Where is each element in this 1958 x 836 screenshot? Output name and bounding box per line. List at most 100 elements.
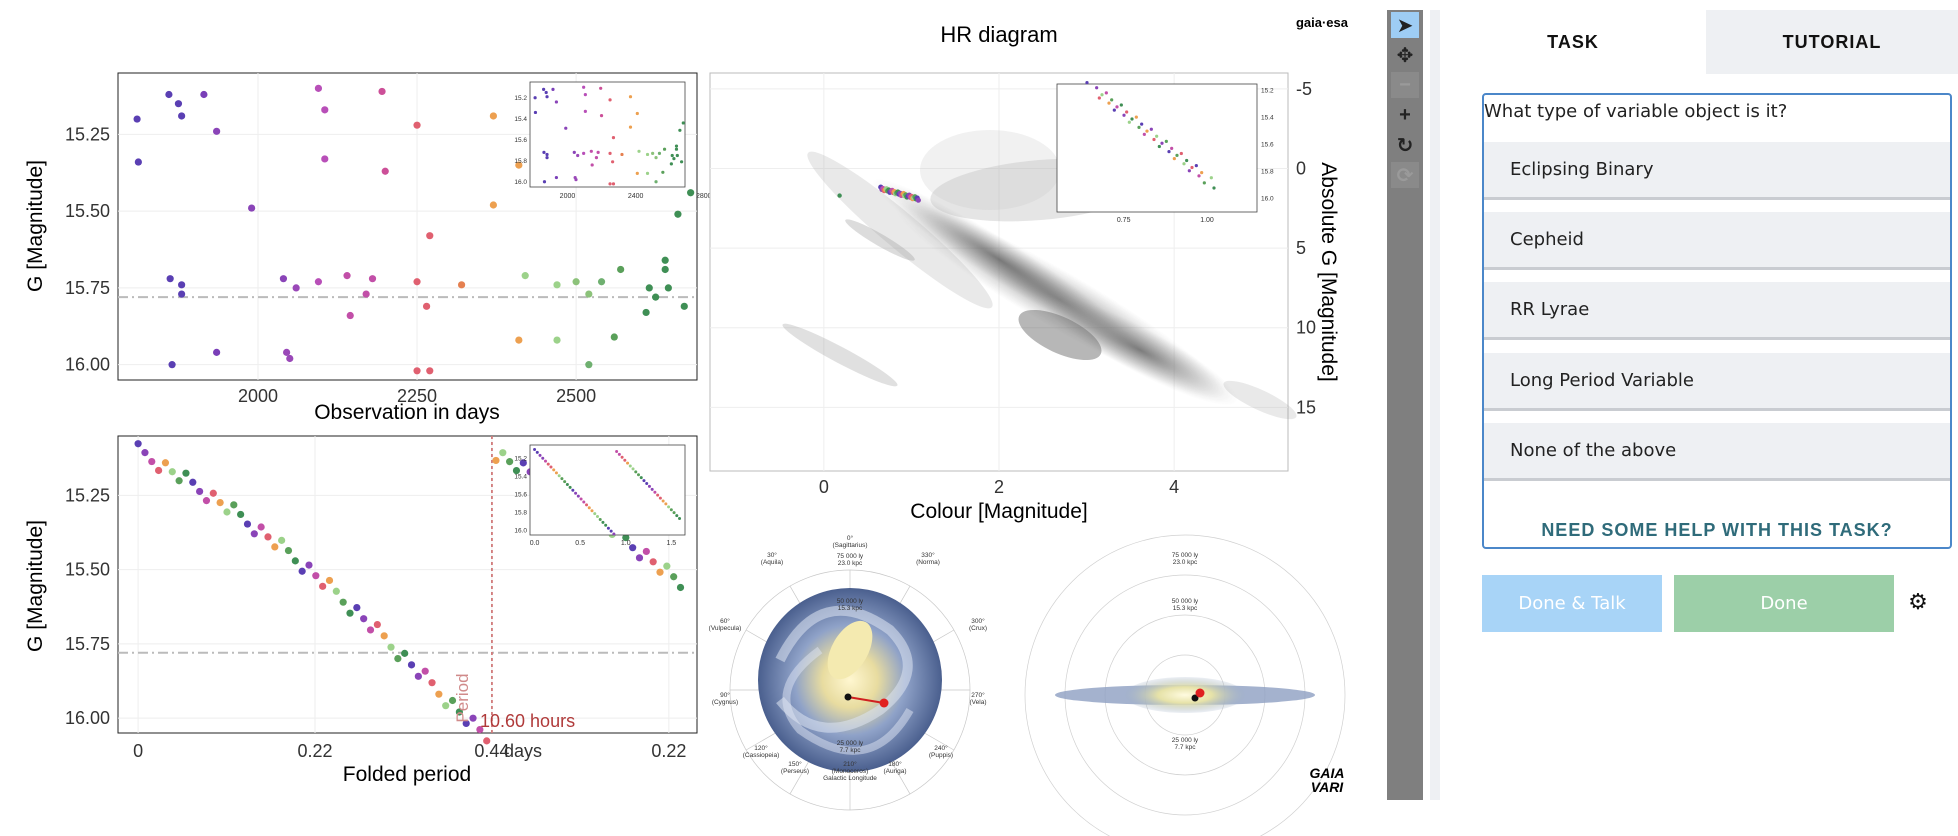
folded-inset: 0.0 0.5 1.0 1.5 15.2 15.4 15.6 15.8 16.0: [514, 444, 686, 547]
hr-inset-point: [1209, 176, 1213, 180]
lc-ytick: 15.75: [65, 278, 110, 298]
lc-point: [321, 106, 329, 114]
fd-point: [141, 449, 149, 457]
gaia-vari-bottom: VARI: [1311, 779, 1345, 795]
reset-icon[interactable]: ⟳: [1391, 162, 1419, 188]
fd-inset-point: [563, 480, 567, 484]
help-link[interactable]: NEED SOME HELP WITH THIS TASK?: [1541, 520, 1893, 540]
fd-inset-point: [645, 482, 649, 486]
fd-ytick: 15.75: [65, 634, 110, 654]
fd-inset-point: [571, 488, 575, 492]
tab-tutorial[interactable]: TUTORIAL: [1706, 10, 1958, 74]
fd-ytick: 15.25: [65, 485, 110, 505]
lc-inset-point: [611, 160, 615, 164]
fd-point: [670, 573, 678, 581]
hr-inset-point: [1125, 110, 1129, 114]
fd-inset-point: [617, 452, 621, 456]
fd-point: [271, 543, 279, 551]
hr-inset-point: [1200, 171, 1204, 175]
fd-inset-point: [631, 467, 635, 471]
lc-inset-point: [637, 149, 641, 153]
tab-task[interactable]: TASK: [1440, 10, 1706, 74]
lc-point: [680, 302, 688, 310]
fd-point: [455, 708, 463, 716]
fd-inset-point: [664, 502, 668, 506]
view-toolbar: ➤ ✥ − + ↻ ⟳: [1387, 10, 1423, 800]
fd-inset-point: [568, 485, 572, 489]
lc-inset-point: [582, 85, 586, 89]
zoom-out-icon[interactable]: −: [1391, 72, 1419, 98]
lc-inset-point: [611, 136, 616, 140]
hr-inset-point: [1187, 169, 1191, 173]
zoom-in-icon[interactable]: +: [1399, 103, 1411, 126]
gal1-label: 330°: [921, 551, 935, 559]
hr-inset-ytick: 15.6: [1261, 142, 1274, 149]
fd-inset-xtick: 0.5: [575, 540, 585, 547]
answer-long-period-variable[interactable]: Long Period Variable: [1484, 353, 1950, 411]
lc-inset-point: [542, 150, 546, 154]
fd-inset-point: [661, 499, 665, 503]
fd-inset-point: [582, 500, 586, 504]
gal1-label: 150°: [788, 760, 802, 768]
pointer-icon[interactable]: ➤: [1391, 12, 1419, 38]
hr-inset-point: [1127, 120, 1131, 124]
fd-point: [448, 696, 457, 705]
answer-eclipsing-binary[interactable]: Eclipsing Binary: [1484, 142, 1950, 200]
folded-period-value: 10.60 hours: [480, 711, 575, 731]
fd-inset-point: [604, 523, 608, 527]
fd-ytick: 16.00: [65, 708, 110, 728]
fd-inset-point: [653, 490, 657, 494]
done-button[interactable]: Done: [1674, 575, 1894, 632]
folded-chart: 0 0.22 0.44 0.22 days 15.25 15.50 15.75 16.00 G …: [24, 435, 698, 786]
lc-point: [368, 275, 377, 283]
gal1-label: 120°: [754, 744, 768, 752]
hr-inset-point: [1122, 113, 1126, 117]
lc-inset-point: [589, 149, 593, 153]
lc-inset-point: [545, 156, 549, 160]
hr-inset-point: [1152, 137, 1156, 142]
lc-inset-point: [678, 128, 682, 132]
fd-point: [332, 587, 340, 595]
gal2-label: 50 000 ly: [1172, 598, 1199, 605]
fd-point: [175, 477, 183, 485]
hr-title: HR diagram: [940, 22, 1057, 47]
hr-inset-point: [1149, 127, 1153, 131]
move-icon[interactable]: ✥: [1396, 44, 1414, 67]
rotate-icon[interactable]: ↻: [1396, 134, 1414, 157]
lc-point: [489, 201, 497, 209]
fd-point: [148, 457, 156, 466]
fd-point: [476, 725, 484, 734]
lc-point: [292, 284, 300, 292]
hr-inset-point: [1145, 129, 1149, 133]
answer-rr-lyrae[interactable]: RR Lyrae: [1484, 282, 1950, 340]
lc-point: [489, 112, 497, 120]
lc-inset-point: [608, 98, 612, 102]
lc-point: [553, 281, 561, 289]
hr-inset-point: [1179, 151, 1183, 156]
fd-point: [635, 554, 644, 562]
lc-inset-point: [674, 144, 679, 148]
lc-point: [652, 293, 660, 301]
answer-none[interactable]: None of the above: [1484, 423, 1950, 481]
gear-icon[interactable]: ⚙: [1908, 589, 1928, 614]
lc-inset-ytick: 15.2: [514, 95, 527, 102]
fd-point: [629, 544, 637, 552]
hr-inset-xtick: 0.75: [1117, 217, 1131, 224]
fd-inset-point: [541, 456, 545, 460]
fd-inset-point: [647, 484, 651, 488]
fd-inset-ytick: 15.6: [514, 492, 527, 499]
gal1-label: 25 000 ly: [837, 740, 864, 747]
lc-point: [585, 361, 593, 369]
done-and-talk-button[interactable]: Done & Talk: [1482, 575, 1662, 632]
lc-inset-point: [542, 87, 546, 91]
fd-xtick: 0.22: [651, 741, 686, 761]
lc-point: [286, 354, 294, 363]
lc-point: [413, 367, 421, 375]
answer-cepheid[interactable]: Cepheid: [1484, 212, 1950, 270]
fd-point: [319, 582, 327, 590]
fd-inset-point: [557, 474, 561, 478]
hr-inset-point: [1202, 181, 1206, 185]
hr-inset-point: [1185, 158, 1189, 163]
gal2-label: 23.0 kpc: [1173, 559, 1198, 566]
fd-point: [161, 459, 170, 467]
